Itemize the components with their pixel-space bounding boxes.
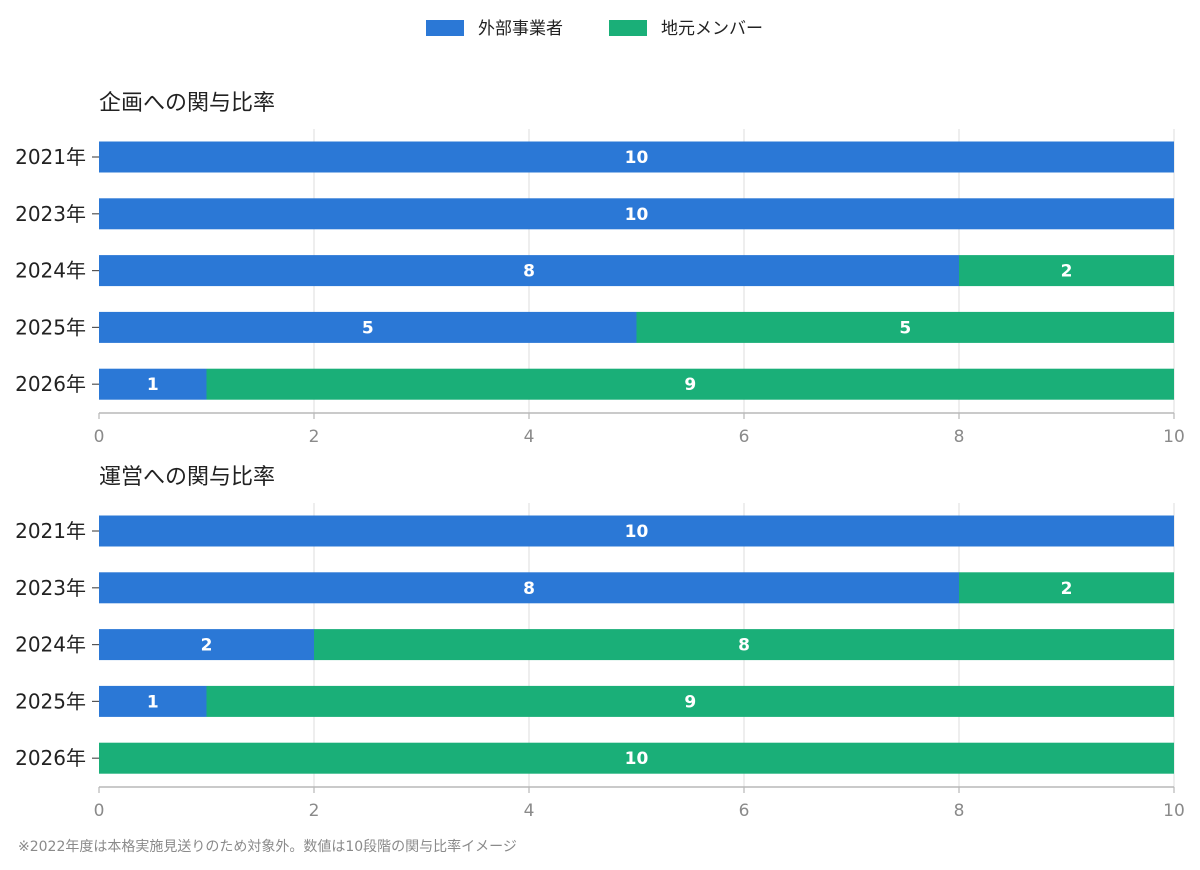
bar-external — [99, 685, 207, 717]
bar-external — [99, 368, 207, 400]
bar-value-label: 10 — [625, 749, 649, 769]
footnote-text: ※2022年度は本格実施見送りのため対象外。数値は10段階の関与比率イメージ — [18, 838, 517, 855]
bar-value-label: 10 — [625, 205, 649, 225]
legend-label-external: 外部事業者 — [478, 19, 563, 39]
category-label: 2023年 — [15, 202, 86, 226]
bar-value-label: 8 — [523, 579, 535, 599]
x-tick-label: 0 — [94, 801, 105, 821]
bar-local — [959, 255, 1174, 287]
category-label: 2025年 — [15, 315, 86, 339]
bar-local — [99, 742, 1174, 774]
x-tick-label: 4 — [524, 427, 535, 447]
bar-external — [99, 141, 1174, 173]
category-label: 2021年 — [15, 145, 86, 169]
bar-local — [959, 572, 1174, 604]
chart-title: 企画への関与比率 — [99, 91, 275, 116]
x-tick-label: 10 — [1163, 801, 1185, 821]
x-tick-label: 6 — [739, 801, 750, 821]
bar-external — [99, 255, 959, 287]
legend-swatch-external — [426, 20, 464, 36]
x-tick-label: 6 — [739, 427, 750, 447]
x-tick-label: 8 — [954, 801, 965, 821]
bar-external — [99, 198, 1174, 230]
x-tick-label: 8 — [954, 427, 965, 447]
bar-value-label: 1 — [147, 692, 159, 712]
bar-value-label: 5 — [899, 318, 911, 338]
bar-local — [206, 368, 1174, 400]
bar-value-label: 2 — [1061, 262, 1073, 282]
legend-swatch-local — [609, 20, 647, 36]
bar-value-label: 10 — [625, 148, 649, 168]
category-label: 2024年 — [15, 633, 86, 657]
bar-external — [99, 515, 1174, 547]
bar-local — [206, 685, 1174, 717]
chart-title: 運営への関与比率 — [99, 465, 275, 490]
category-label: 2025年 — [15, 689, 86, 713]
bar-local — [314, 629, 1174, 661]
bar-value-label: 5 — [362, 318, 374, 338]
category-label: 2026年 — [15, 746, 86, 770]
x-tick-label: 4 — [524, 801, 535, 821]
bar-value-label: 8 — [523, 262, 535, 282]
bar-external — [99, 629, 314, 661]
x-tick-label: 2 — [309, 801, 320, 821]
bar-value-label: 10 — [625, 522, 649, 542]
bar-value-label: 2 — [1061, 579, 1073, 599]
bar-value-label: 2 — [201, 636, 213, 656]
bar-local — [636, 311, 1174, 343]
bar-value-label: 9 — [684, 375, 696, 395]
bar-value-label: 8 — [738, 636, 750, 656]
bar-external — [99, 572, 959, 604]
category-label: 2026年 — [15, 372, 86, 396]
bar-value-label: 9 — [684, 692, 696, 712]
x-tick-label: 10 — [1163, 427, 1185, 447]
bar-value-label: 1 — [147, 375, 159, 395]
legend-label-local: 地元メンバー — [661, 19, 763, 39]
category-label: 2023年 — [15, 576, 86, 600]
x-tick-label: 2 — [309, 427, 320, 447]
category-label: 2024年 — [15, 259, 86, 283]
x-tick-label: 0 — [94, 427, 105, 447]
bar-external — [99, 311, 637, 343]
category-label: 2021年 — [15, 519, 86, 543]
legend: 外部事業者 地元メンバー — [426, 19, 763, 39]
